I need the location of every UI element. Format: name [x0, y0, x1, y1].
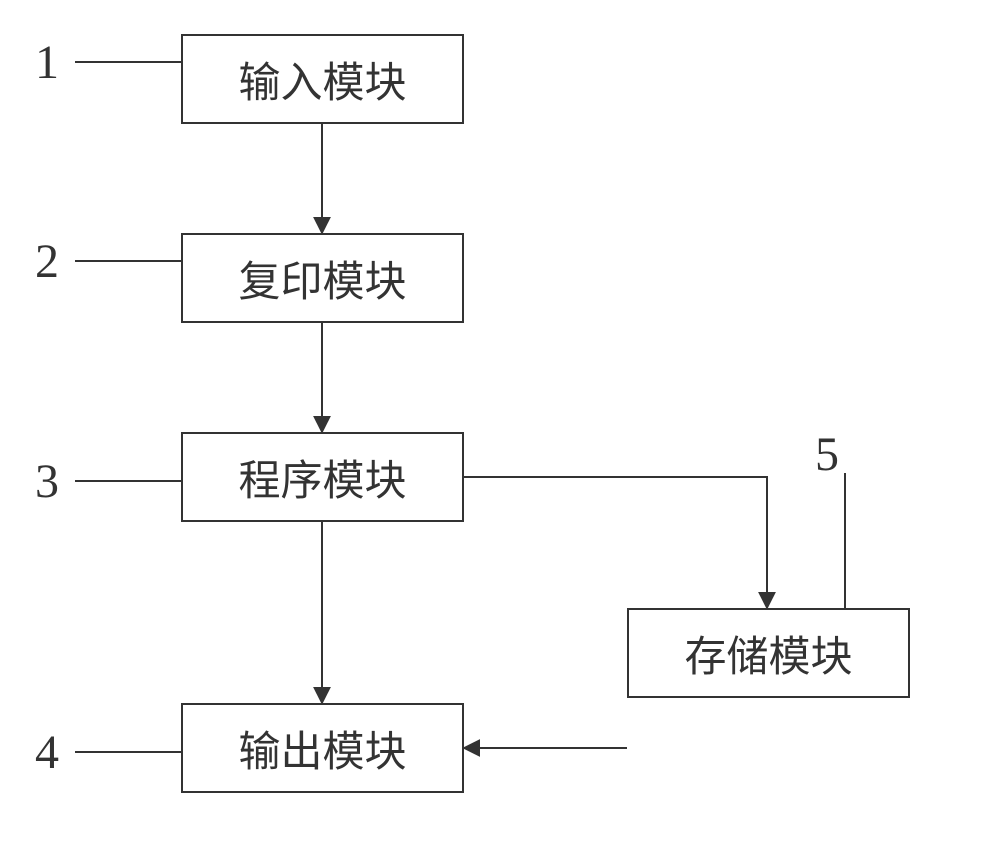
reference-number: 1	[35, 35, 59, 90]
flowchart-node: 程序模块	[181, 432, 464, 522]
flowchart-node: 复印模块	[181, 233, 464, 323]
flowchart-node: 存储模块	[627, 608, 910, 698]
node-label: 输入模块	[238, 49, 406, 110]
flowchart-node: 输入模块	[181, 34, 464, 124]
node-label: 存储模块	[684, 623, 852, 684]
edges-layer	[0, 0, 1000, 859]
reference-number: 4	[35, 725, 59, 780]
node-label: 程序模块	[238, 447, 406, 508]
reference-number: 2	[35, 234, 59, 289]
node-label: 复印模块	[238, 248, 406, 309]
flowchart-node: 输出模块	[181, 703, 464, 793]
node-label: 输出模块	[238, 718, 406, 779]
reference-number: 3	[35, 454, 59, 509]
reference-number: 5	[815, 427, 839, 482]
flowchart-canvas: 输入模块复印模块程序模块输出模块 存储模块 1 2 3 4 5	[0, 0, 1000, 859]
